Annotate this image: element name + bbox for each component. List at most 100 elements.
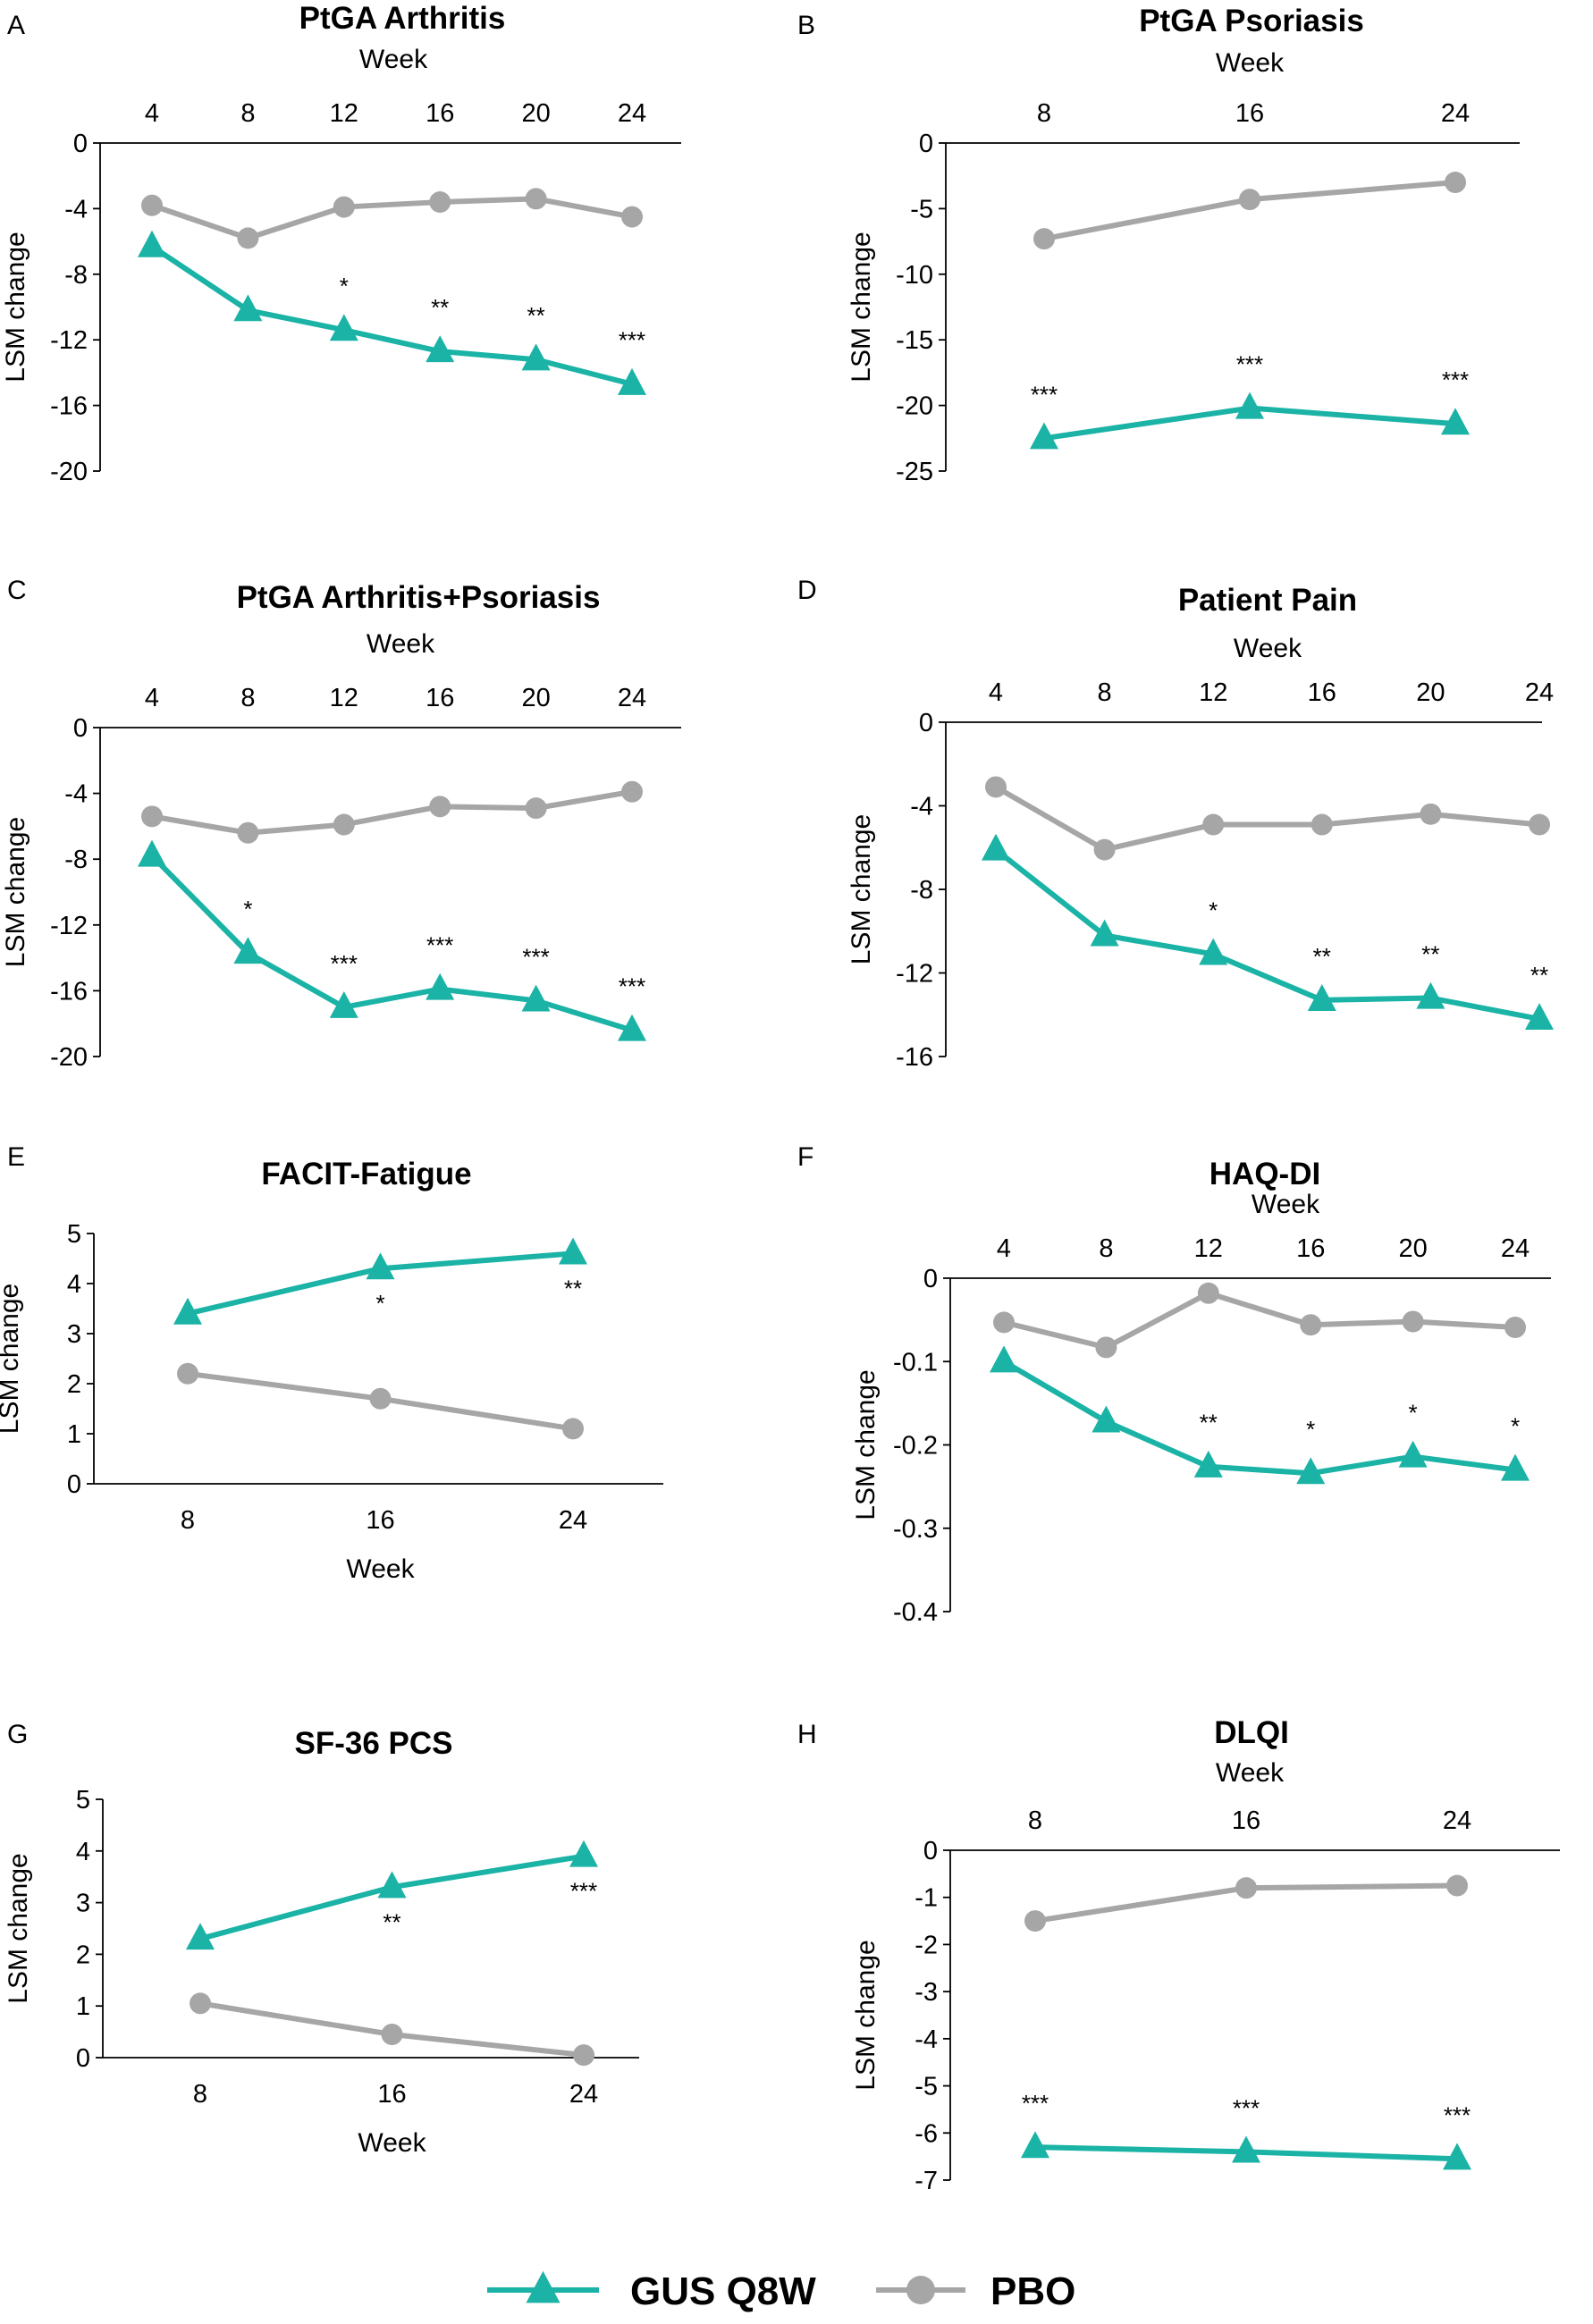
significance-label: **: [1313, 943, 1331, 970]
x-tick-label: 12: [1199, 678, 1227, 707]
panel-f: F HAQ-DI 0 -0.1 -0.2 -0.3 -0.4 4 8 12 16 20 24 Week LS…: [797, 1142, 1551, 1627]
data-point-circle: [381, 2023, 403, 2045]
data-point-triangle: [233, 294, 263, 322]
series-line-pbo: [151, 196, 633, 241]
significance-label: ***: [570, 1878, 597, 1905]
x-tick-label: 12: [330, 684, 358, 712]
x-tick-label: 4: [145, 684, 159, 712]
y-tick-label: 2: [76, 1941, 90, 1969]
data-point-circle: [562, 1418, 584, 1440]
data-point-circle: [1239, 189, 1260, 211]
data-point-circle: [621, 780, 643, 803]
y-tick-label: -4: [64, 780, 88, 809]
y-tick-label: -12: [50, 326, 88, 355]
y-tick-label: -16: [50, 977, 88, 1006]
panel-title: FACIT-Fatigue: [261, 1157, 471, 1191]
significance-label: **: [527, 302, 544, 329]
data-point-triangle: [138, 839, 166, 867]
x-tick-label: 16: [1308, 678, 1336, 707]
data-point-circle: [141, 805, 163, 828]
x-tick-label: 24: [1441, 99, 1470, 128]
y-tick-label: 3: [76, 1890, 90, 1918]
x-tick-label: 16: [1296, 1234, 1325, 1263]
y-tick-label: -4: [910, 793, 933, 821]
x-tick-label: 8: [193, 2080, 207, 2109]
panel-letter: H: [797, 1720, 817, 1749]
data-point-circle: [369, 1387, 392, 1410]
x-tick-label: 16: [366, 1506, 394, 1535]
x-tick-label: 12: [330, 99, 358, 128]
significance-label: ***: [1031, 381, 1058, 408]
x-axis-label: Week: [346, 1554, 415, 1584]
y-tick-label: -4: [914, 2025, 938, 2054]
x-tick-label: 24: [559, 1506, 587, 1535]
significance-label: ***: [1444, 2101, 1471, 2128]
significance-label: ***: [1236, 351, 1263, 378]
significance-label: **: [431, 294, 449, 321]
y-axis-label: LSM change: [851, 1940, 881, 2090]
x-tick-label: 8: [1098, 678, 1112, 707]
panel-letter: G: [7, 1720, 28, 1749]
data-point-triangle: [1398, 1440, 1428, 1468]
significance-label: **: [564, 1275, 582, 1301]
legend-label: GUS Q8W: [630, 2269, 816, 2313]
x-tick-label: 12: [1194, 1234, 1223, 1263]
y-axis-label: LSM change: [0, 1284, 24, 1434]
panel-title: PtGA Arthritis+Psoriasis: [237, 580, 601, 615]
series-line-gus: [994, 847, 1540, 1022]
data-point-circle: [573, 2044, 594, 2067]
y-tick-label: 1: [67, 1420, 81, 1449]
series-line-gus: [1002, 1359, 1516, 1477]
y-tick-label: -16: [896, 1043, 933, 1072]
panel-title: PtGA Arthritis: [299, 1, 506, 36]
significance-label: *: [243, 896, 252, 922]
panel-title: HAQ-DI: [1210, 1157, 1320, 1191]
data-point-circle: [1504, 1317, 1526, 1339]
y-tick-label: -6: [914, 2119, 938, 2148]
significance-label: ***: [522, 943, 549, 970]
data-point-triangle: [1199, 938, 1228, 965]
x-tick-label: 24: [1501, 1234, 1530, 1263]
y-tick-label: 0: [923, 1837, 938, 1865]
y-tick-label: -7: [914, 2167, 938, 2195]
significance-label: ***: [1442, 366, 1469, 393]
y-tick-label: -12: [50, 912, 88, 940]
x-tick-label: 16: [1232, 1806, 1260, 1835]
data-point-circle: [993, 1311, 1015, 1334]
significance-label: ***: [1022, 2090, 1049, 2117]
significance-label: *: [1409, 1400, 1418, 1427]
significance-label: *: [1209, 897, 1218, 923]
y-axis-label: LSM change: [4, 1853, 33, 2003]
data-point-circle: [525, 797, 547, 820]
data-point-triangle: [990, 1345, 1018, 1373]
y-tick-label: -8: [910, 876, 933, 905]
significance-label: **: [383, 1908, 400, 1935]
data-point-triangle: [1235, 392, 1264, 419]
data-point-triangle: [521, 984, 551, 1012]
data-point-circle: [1235, 1877, 1257, 1899]
panel-title: DLQI: [1214, 1715, 1289, 1750]
y-axis-label: LSM change: [851, 1369, 881, 1520]
y-tick-label: -0.3: [893, 1515, 938, 1544]
y-tick-label: 0: [923, 1265, 938, 1293]
x-tick-label: 24: [1443, 1806, 1471, 1835]
x-tick-label: 8: [240, 99, 255, 128]
series-line-gus: [149, 854, 633, 1033]
y-tick-label: -0.1: [893, 1348, 938, 1377]
y-tick-label: -5: [914, 2073, 938, 2101]
y-tick-label: -1: [914, 1884, 938, 1913]
data-point-triangle: [329, 314, 358, 341]
y-tick-label: -20: [50, 458, 88, 486]
y-axis-label: LSM change: [1, 817, 30, 967]
data-point-triangle: [521, 343, 551, 371]
x-tick-label: 16: [426, 99, 454, 128]
x-tick-label: 8: [1099, 1234, 1113, 1263]
data-point-triangle: [1441, 408, 1470, 435]
data-point-circle: [1197, 1282, 1219, 1304]
significance-label: ***: [619, 327, 645, 354]
series-line-pbo: [994, 784, 1540, 853]
data-point-triangle: [1416, 981, 1446, 1009]
significance-label: *: [375, 1290, 384, 1317]
